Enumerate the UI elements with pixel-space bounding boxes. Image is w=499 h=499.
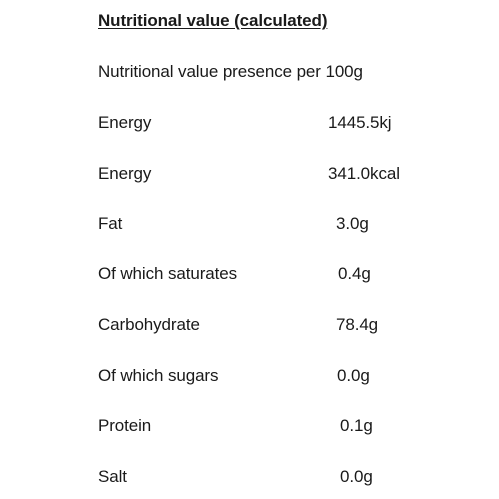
row-value-energy-kcal: 341.0kcal [328,164,400,183]
row-label-fat: Fat [98,214,123,233]
row-value-protein: 0.1g [340,416,373,435]
row-label-sugars: Of which sugars [98,366,219,385]
row-label-energy-kj: Energy [98,113,152,132]
row-value-carbohydrate: 78.4g [336,315,379,334]
row-label-salt: Salt [98,467,127,486]
row-value-saturates: 0.4g [338,264,371,283]
row-label-energy-kcal: Energy [98,164,152,183]
row-label-carbohydrate: Carbohydrate [98,315,200,334]
page-title: Nutritional value (calculated) [98,11,328,30]
row-label-protein: Protein [98,416,152,435]
row-value-energy-kj: 1445.5kj [328,113,392,132]
row-value-fat: 3.0g [336,214,369,233]
row-label-saturates: Of which saturates [98,264,237,283]
per-100g-heading: Nutritional value presence per 100g [98,62,363,81]
row-value-sugars: 0.0g [337,366,370,385]
row-value-salt: 0.0g [340,467,373,486]
